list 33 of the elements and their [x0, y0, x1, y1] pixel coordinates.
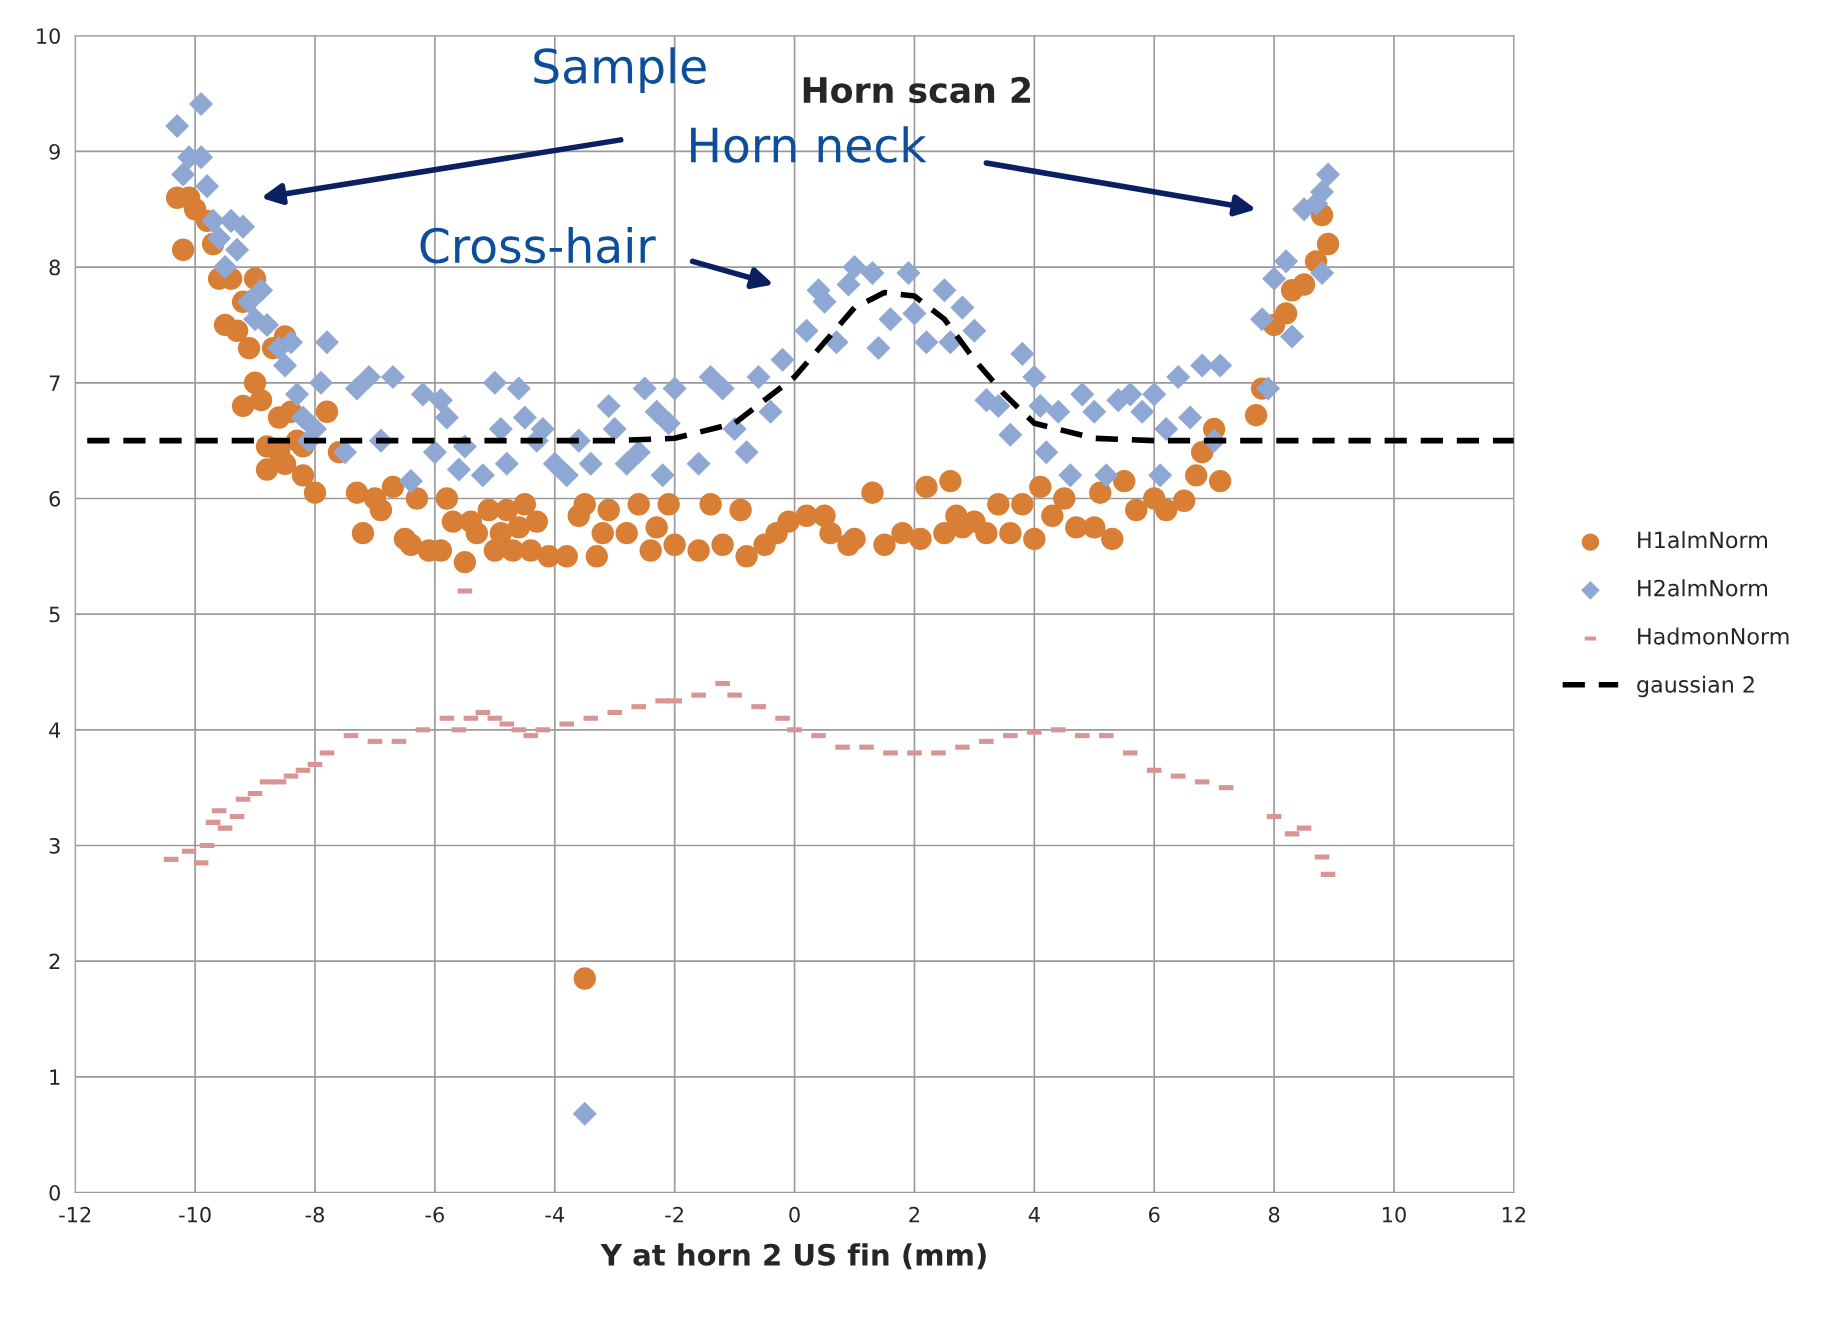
x-tick-label: 6: [1149, 1206, 1160, 1223]
legend-label: gaussian 2: [1637, 675, 1754, 698]
y-tick-label: 6: [49, 490, 61, 507]
y-tick-label: 1: [50, 1069, 60, 1085]
x-tick-label: 2: [909, 1206, 919, 1223]
x-tick-label: 12: [1502, 1206, 1526, 1223]
annotation: Cross-hair: [420, 226, 656, 264]
y-tick-label: 7: [49, 375, 60, 391]
y-tick-label: 4: [49, 722, 61, 738]
y-tick-label: 5: [49, 606, 60, 623]
x-tick-label: -4: [545, 1207, 564, 1223]
x-tick-label: -2: [665, 1206, 683, 1223]
y-tick-label: 8: [49, 259, 60, 276]
x-tick-label: -12: [59, 1206, 91, 1223]
y-tick-label: 3: [49, 837, 60, 854]
legend-label: H2almNorm: [1638, 579, 1767, 597]
x-tick-label: 8: [1268, 1206, 1280, 1223]
y-tick-label: 9: [49, 143, 60, 160]
annotation: Horn neck: [691, 126, 927, 163]
x-tick-label: 10: [1383, 1206, 1406, 1223]
x-tick-label: -8: [305, 1206, 324, 1223]
text: Horn scan 2: [803, 76, 1031, 104]
y-tick-label: 2: [49, 953, 60, 970]
annotation: Sample: [534, 47, 706, 94]
y-tick-label: 0: [49, 1184, 60, 1201]
x-tick-label: -10: [179, 1206, 211, 1223]
legend-label: H1almNorm: [1638, 531, 1767, 549]
x-axis-title: Y at horn 2 US fin (mm): [600, 1243, 986, 1270]
x-tick-label: 0: [789, 1206, 800, 1223]
x-tick-label: 4: [1028, 1207, 1040, 1223]
y-tick-label: 10: [37, 28, 60, 44]
x-tick-label: -6: [425, 1206, 444, 1223]
legend-label: HadmonNorm: [1638, 627, 1789, 645]
